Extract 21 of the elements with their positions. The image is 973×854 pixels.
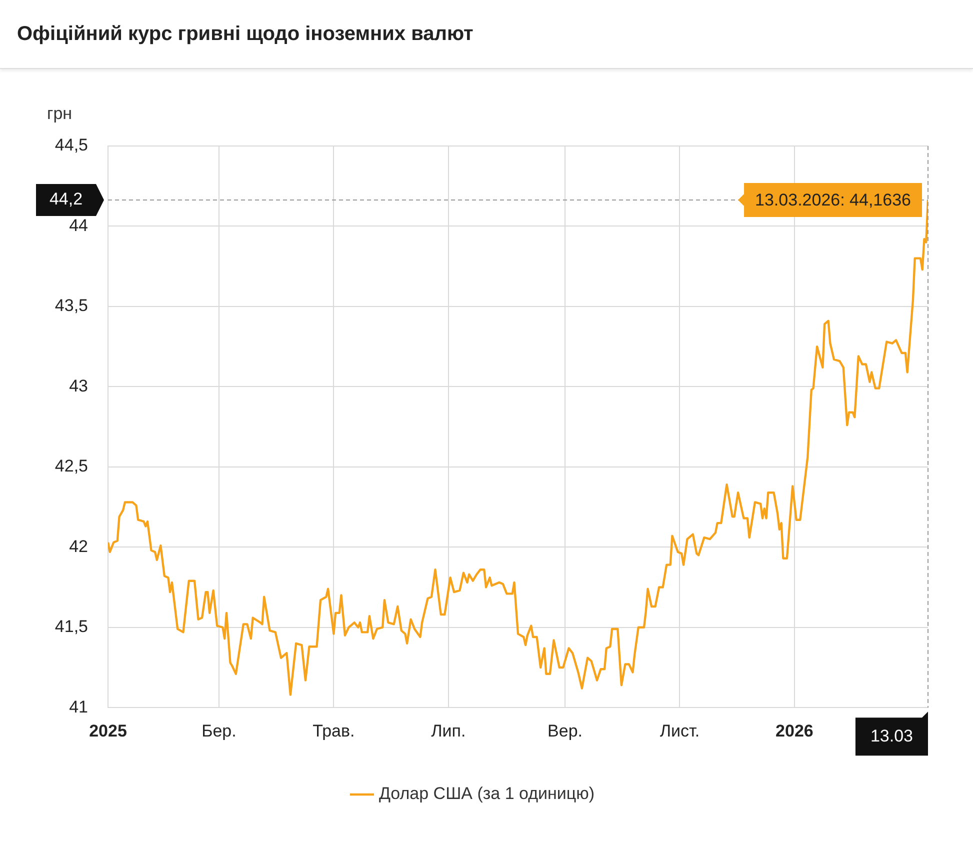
y-tick-label: 44,5 <box>54 136 88 155</box>
y-tick-label: 41 <box>69 697 88 716</box>
x-tick-label: Лип. <box>431 721 466 740</box>
y-tick-label: 43,5 <box>54 296 88 316</box>
x-tick-label: Лист. <box>660 721 700 740</box>
legend-label: Долар США (за 1 одиницю) <box>378 784 595 804</box>
x-tick-label: Бер. <box>202 721 236 740</box>
y-tick-label: 43 <box>69 376 88 396</box>
annotation: 13.03.2026: 44,1636 <box>755 190 911 210</box>
y-axis-title: грн <box>47 104 72 123</box>
y-tick-label: 42,5 <box>54 456 88 476</box>
ref-line-label: 13.03 <box>870 726 914 746</box>
x-tick-label: Вер. <box>548 721 583 740</box>
x-tick-label: 2026 <box>776 721 814 740</box>
x-tick-label: 2025 <box>89 721 127 740</box>
y-tick-label: 42 <box>69 536 88 556</box>
x-tick-label: Трав. <box>312 721 355 740</box>
y-tick-label: 41,5 <box>54 617 88 636</box>
y-tick-label: 44 <box>69 216 88 235</box>
ref-line-label: 44,2 <box>49 190 83 209</box>
chart-title: Офіційний курс гривні щодо іноземних валют <box>0 0 973 69</box>
